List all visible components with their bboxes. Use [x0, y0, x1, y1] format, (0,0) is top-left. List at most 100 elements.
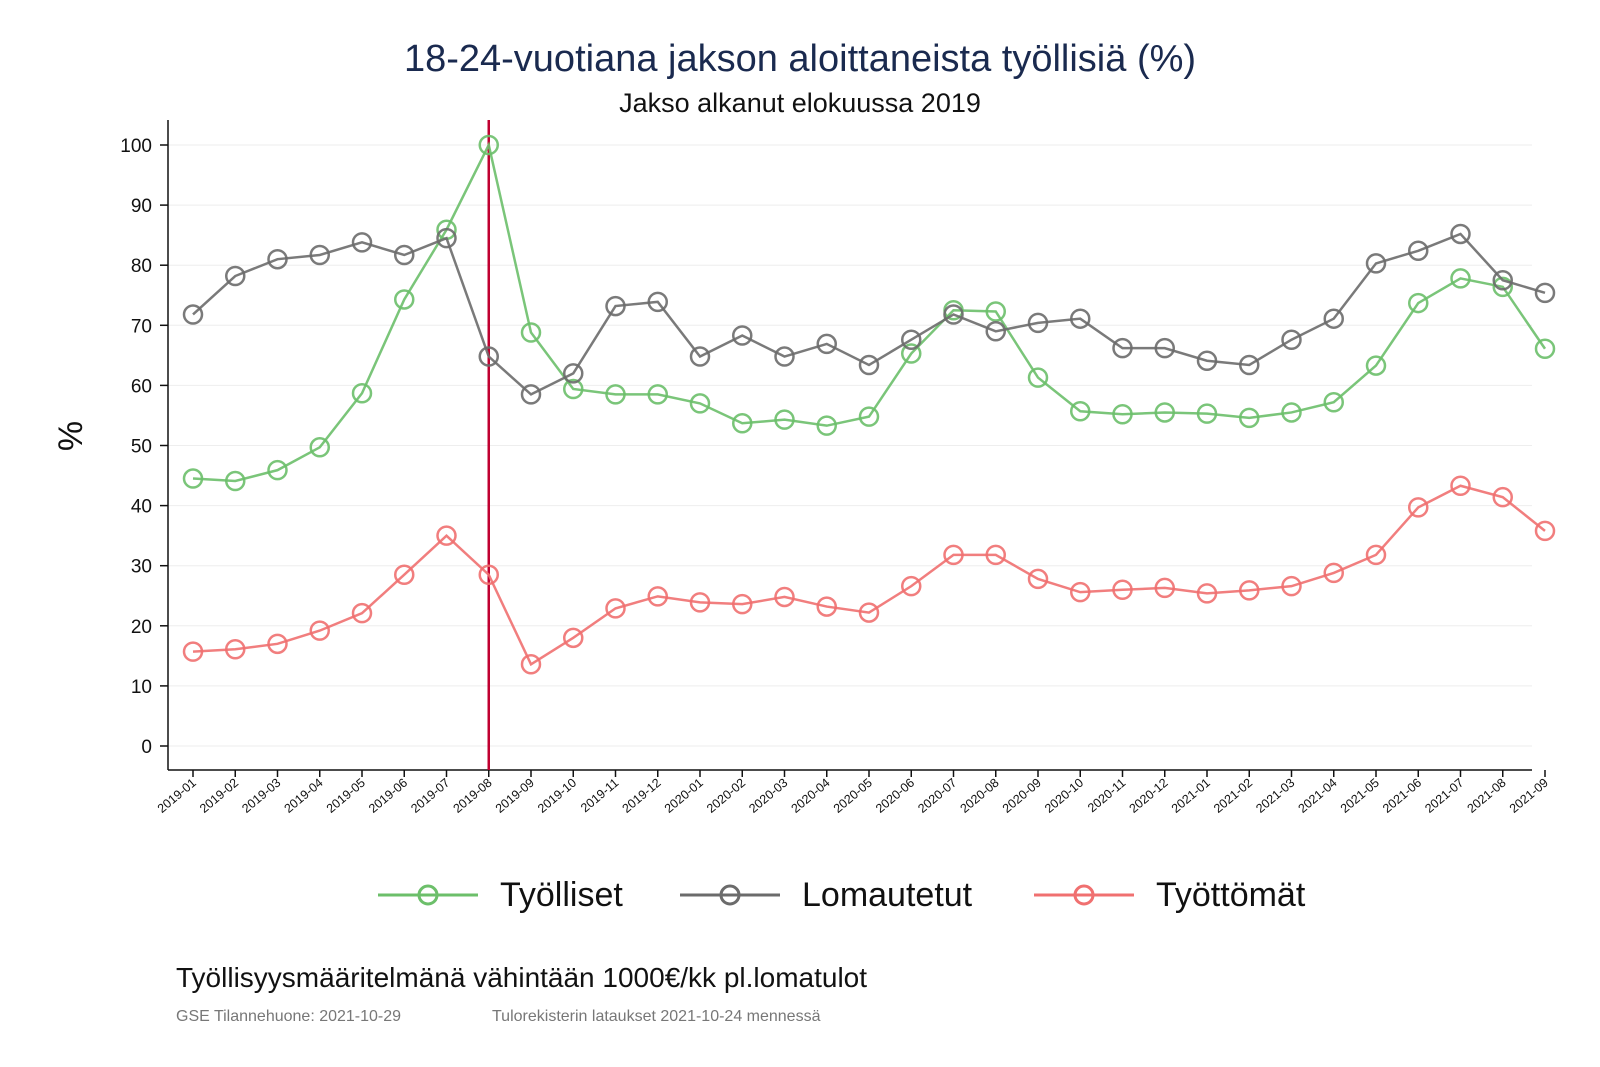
data-point-tyolliset [647, 384, 668, 405]
data-point-tyottomat [774, 586, 795, 608]
data-point-tyottomat [605, 598, 626, 619]
data-point-lomautetut [816, 333, 837, 355]
data-point-tyolliset [1027, 367, 1049, 388]
legend: Työlliset Lomautetut Työttömät [0, 870, 1600, 920]
x-tick-label: 2020-08 [958, 776, 1002, 816]
data-point-tyottomat [1070, 581, 1091, 603]
data-point-tyolliset [520, 322, 542, 343]
data-point-tyolliset [1154, 402, 1175, 423]
data-point-lomautetut [1450, 223, 1471, 245]
y-tick-label: 50 [131, 437, 152, 458]
data-point-lomautetut [436, 227, 457, 249]
chart-subtitle: Jakso alkanut elokuussa 2019 [619, 88, 981, 118]
data-point-lomautetut [943, 304, 964, 325]
series-tyottomat [182, 475, 1556, 675]
data-point-lomautetut [1112, 337, 1133, 359]
y-tick-label: 0 [141, 737, 152, 758]
series-group [182, 134, 1556, 675]
data-point-tyottomat [985, 544, 1006, 566]
data-point-lomautetut [605, 295, 626, 317]
data-point-tyottomat [1450, 475, 1471, 497]
data-point-tyolliset [182, 468, 204, 489]
data-point-tyottomat [689, 592, 711, 613]
data-point-tyolliset [1239, 407, 1260, 429]
data-point-lomautetut [901, 329, 922, 350]
data-point-tyolliset [816, 415, 837, 436]
x-tick-label: 2021-06 [1380, 776, 1424, 816]
x-tick-label: 2020-02 [704, 776, 748, 816]
source-data-note: Tulorekisterin lataukset 2021-10-24 menn… [492, 1008, 821, 1025]
y-tick-label: 80 [131, 256, 152, 277]
data-point-tyottomat [943, 544, 964, 566]
legend-item-lomautetut: Lomautetut [680, 870, 972, 920]
legend-label: Työttömät [1156, 875, 1306, 914]
x-tick-label: 2020-12 [1127, 776, 1171, 816]
data-point-tyolliset [1323, 391, 1344, 413]
data-point-tyolliset [1450, 268, 1471, 289]
data-point-lomautetut [225, 265, 246, 287]
data-point-tyolliset [1196, 403, 1218, 424]
data-point-tyolliset [1365, 355, 1387, 376]
legend-item-tyottomat: Työttömät [1034, 870, 1305, 920]
data-point-tyolliset [1112, 403, 1133, 425]
data-point-tyolliset [394, 289, 415, 310]
data-point-tyolliset [1492, 276, 1513, 298]
data-point-tyottomat [1196, 583, 1218, 604]
x-tick-label: 2021-03 [1253, 776, 1297, 816]
x-tick-label: 2019-01 [155, 776, 199, 816]
data-point-tyottomat [1365, 544, 1387, 566]
y-tick-label: 100 [120, 136, 152, 157]
y-tick-label: 70 [131, 316, 152, 337]
data-point-tyottomat [1112, 579, 1133, 600]
data-point-tyolliset [605, 384, 626, 405]
x-tick-label: 2019-05 [324, 776, 368, 816]
y-axis-label: % [52, 421, 90, 451]
data-point-tyottomat [1534, 520, 1556, 542]
data-point-tyolliset [563, 378, 584, 400]
data-point-tyottomat [394, 564, 415, 585]
series-line-lomautetut [192, 232, 1546, 396]
data-point-lomautetut [478, 346, 499, 367]
data-point-tyolliset [1281, 402, 1302, 423]
data-point-lomautetut [563, 363, 584, 384]
x-tick-label: 2019-03 [239, 776, 283, 816]
x-tick-label: 2021-09 [1507, 776, 1551, 816]
x-tick-label: 2020-07 [915, 776, 959, 816]
x-tick-label: 2021-02 [1211, 776, 1255, 816]
y-tick-label: 40 [131, 497, 152, 518]
data-point-tyottomat [478, 564, 499, 585]
x-tick-label: 2019-08 [451, 776, 495, 816]
y-tick-label: 60 [131, 376, 152, 397]
data-point-tyolliset [901, 343, 922, 364]
data-point-tyolliset [689, 393, 711, 414]
x-tick-label: 2019-02 [197, 776, 241, 816]
series-line-tyolliset [192, 141, 1547, 483]
x-tick-label: 2020-09 [1000, 776, 1044, 816]
series-tyolliset [182, 134, 1556, 492]
legend-item-tyolliset: Työlliset [378, 870, 623, 920]
data-point-lomautetut [1239, 354, 1260, 376]
legend-label: Lomautetut [802, 875, 973, 914]
data-point-tyottomat [1154, 577, 1175, 599]
data-point-tyottomat [816, 596, 837, 617]
series-line-tyottomat [192, 484, 1546, 667]
data-point-tyottomat [309, 620, 330, 641]
data-point-lomautetut [774, 346, 795, 367]
x-tick-label: 2020-04 [789, 776, 833, 816]
legend-swatch-tyottomat [1034, 884, 1134, 906]
series-lomautetut [182, 223, 1556, 405]
data-point-tyolliset [267, 459, 288, 481]
data-point-tyottomat [267, 633, 288, 655]
y-tick-label: 20 [131, 617, 152, 638]
definition-note: Työllisyysmääritelmänä vähintään 1000€/k… [176, 962, 868, 993]
x-tick-label: 2021-08 [1465, 776, 1509, 816]
data-point-tyottomat [732, 593, 753, 615]
data-point-lomautetut [1534, 282, 1556, 304]
data-point-tyottomat [436, 525, 457, 546]
x-tick-label: 2019-11 [578, 776, 621, 816]
x-tick-label: 2019-12 [620, 776, 664, 816]
data-point-tyolliset [351, 382, 373, 404]
x-tick-label: 2019-09 [493, 776, 537, 816]
y-tick-label: 90 [131, 196, 152, 217]
x-tick-label: 2020-05 [831, 776, 875, 816]
